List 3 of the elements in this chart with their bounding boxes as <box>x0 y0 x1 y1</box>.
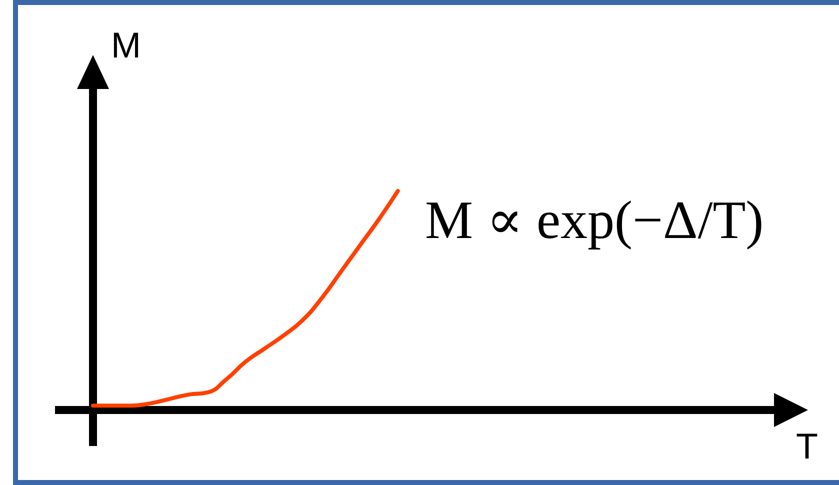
y-axis-title: M <box>111 24 141 66</box>
x-axis-title: T <box>796 426 818 466</box>
annotation: M ∝ exp(−Δ/T) <box>425 190 764 250</box>
